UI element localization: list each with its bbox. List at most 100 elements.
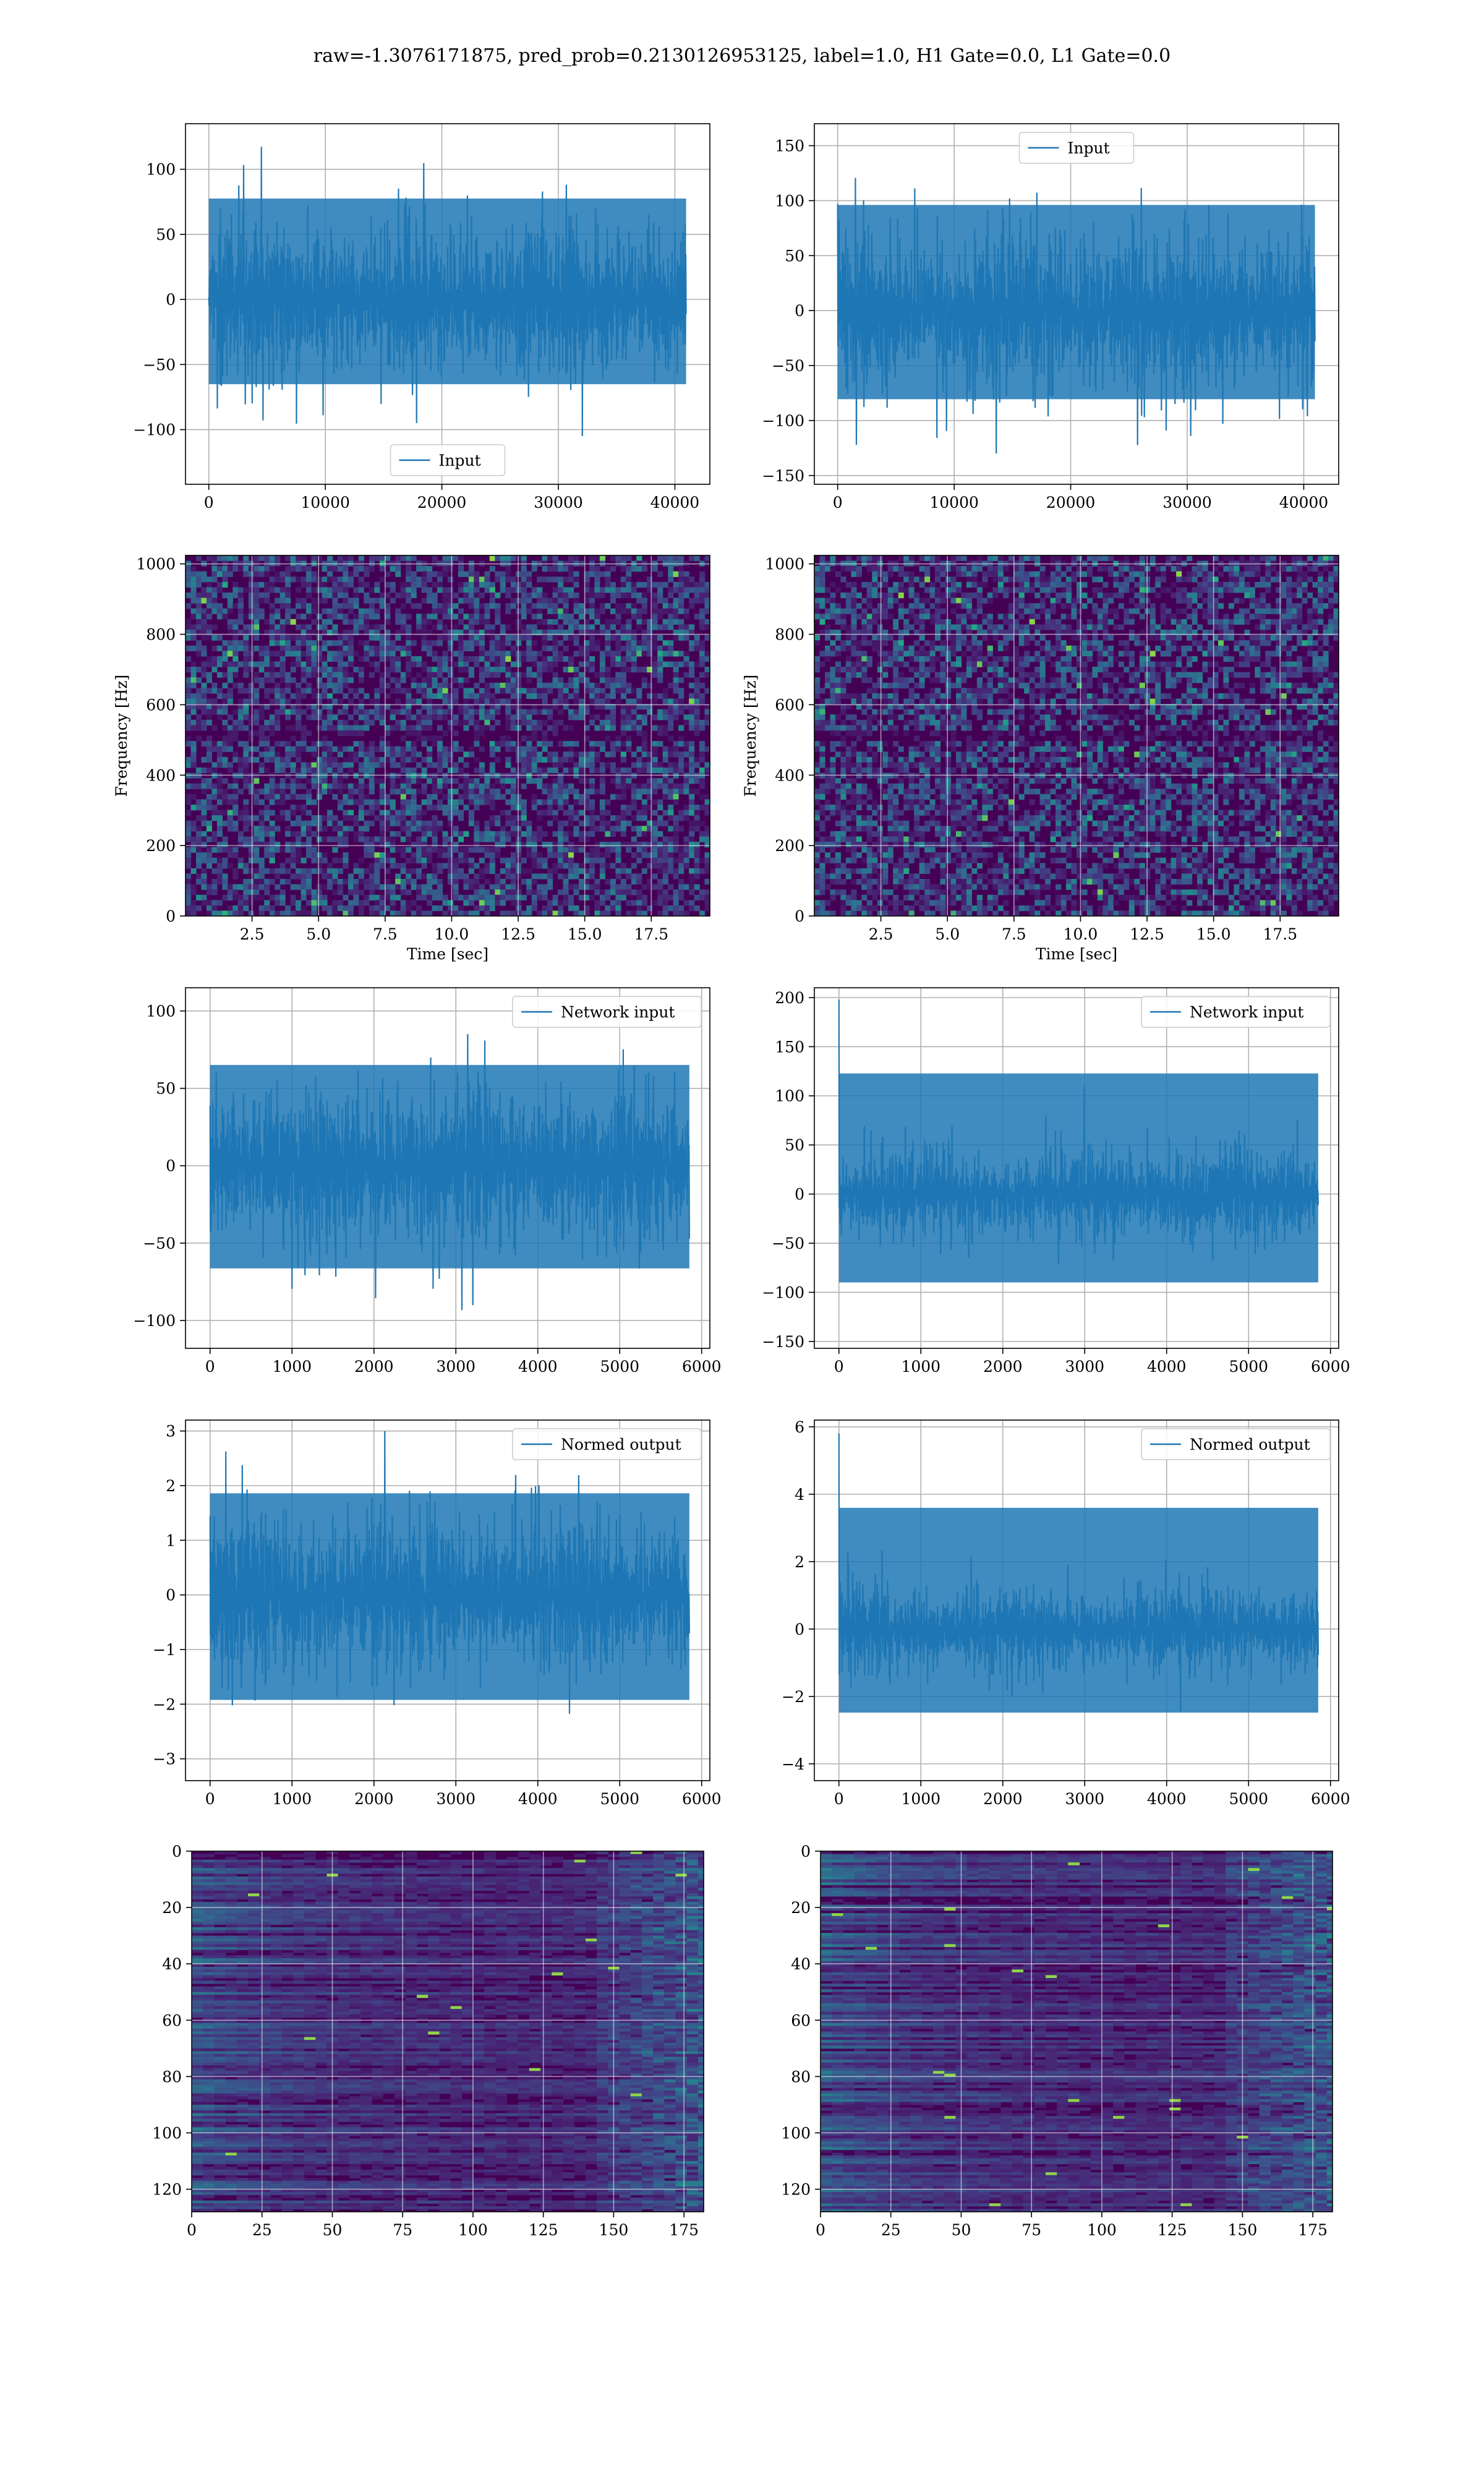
heatmap-cell bbox=[610, 905, 616, 912]
heatmap-cell bbox=[542, 842, 548, 848]
heatmap-cell bbox=[379, 593, 385, 599]
heatmap-cell bbox=[406, 889, 412, 896]
heatmap-cell bbox=[573, 693, 579, 700]
heatmap-cell bbox=[662, 778, 668, 784]
heatmap-cell bbox=[840, 593, 846, 599]
heatmap-cell bbox=[704, 608, 710, 614]
heatmap-cell bbox=[589, 847, 595, 853]
heatmap-cell bbox=[573, 815, 579, 821]
heatmap-cell bbox=[819, 805, 825, 811]
heatmap-cell bbox=[432, 894, 438, 901]
heatmap-cell bbox=[248, 820, 254, 826]
heatmap-cell bbox=[411, 741, 417, 747]
heatmap-cell bbox=[269, 608, 275, 614]
heatmap-cell bbox=[479, 688, 485, 694]
heatmap-cell bbox=[861, 725, 868, 731]
heatmap-cell bbox=[845, 730, 851, 737]
heatmap-cell bbox=[448, 640, 454, 646]
heatmap-cell bbox=[489, 672, 495, 678]
heatmap-cell bbox=[190, 884, 197, 890]
heatmap-cell bbox=[232, 751, 239, 758]
heatmap-cell bbox=[689, 640, 695, 646]
heatmap-cell bbox=[216, 810, 223, 816]
heatmap-cell bbox=[327, 873, 333, 880]
heatmap-cell bbox=[505, 667, 511, 673]
heatmap-cell bbox=[872, 566, 878, 572]
heatmap-cell bbox=[196, 581, 202, 588]
heatmap-cell bbox=[285, 868, 291, 874]
heatmap-cell bbox=[406, 661, 412, 667]
heatmap-cell bbox=[573, 741, 579, 747]
heatmap-cell bbox=[258, 725, 265, 731]
y-axis-label: Frequency [Hz] bbox=[113, 675, 130, 797]
heatmap-cell bbox=[495, 651, 501, 657]
heatmap-cell bbox=[599, 719, 605, 726]
heatmap-cell bbox=[211, 884, 218, 890]
heatmap-cell bbox=[211, 608, 218, 614]
heatmap-cell bbox=[615, 672, 621, 678]
heatmap-cell bbox=[369, 778, 375, 784]
heatmap-cell bbox=[353, 756, 359, 763]
heatmap-cell bbox=[851, 719, 857, 726]
heatmap-cell bbox=[306, 879, 312, 885]
heatmap-cell bbox=[678, 661, 684, 667]
heatmap-cell bbox=[243, 624, 249, 630]
heatmap-cell bbox=[814, 746, 821, 752]
heatmap-cell bbox=[819, 810, 825, 816]
heatmap-cell bbox=[358, 624, 364, 630]
heatmap-cell bbox=[285, 593, 291, 599]
heatmap-cell bbox=[232, 635, 239, 641]
heatmap-cell bbox=[453, 831, 459, 837]
heatmap-cell bbox=[699, 746, 706, 752]
heatmap-cell bbox=[353, 789, 359, 795]
heatmap-cell bbox=[322, 783, 328, 789]
heatmap-cell bbox=[296, 778, 302, 784]
heatmap-cell bbox=[495, 820, 501, 826]
heatmap-cell bbox=[427, 805, 433, 811]
heatmap-cell bbox=[861, 709, 868, 715]
heatmap-cell bbox=[599, 677, 605, 683]
heatmap-cell bbox=[484, 852, 490, 858]
heatmap-cell bbox=[563, 789, 569, 795]
heatmap-cell bbox=[652, 608, 658, 614]
heatmap-cell bbox=[379, 857, 385, 863]
heatmap-cell bbox=[673, 767, 679, 774]
heatmap-cell bbox=[374, 667, 380, 673]
heatmap-cell bbox=[505, 698, 511, 704]
heatmap-cell bbox=[243, 842, 249, 848]
heatmap-cell bbox=[186, 576, 192, 583]
heatmap-cell bbox=[400, 725, 406, 731]
heatmap-cell bbox=[296, 614, 302, 620]
heatmap-cell bbox=[814, 581, 821, 588]
heatmap-cell bbox=[206, 756, 212, 763]
heatmap-cell bbox=[306, 900, 312, 906]
heatmap-cell bbox=[479, 614, 485, 620]
heatmap-cell bbox=[311, 900, 317, 906]
heatmap-cell bbox=[626, 889, 632, 896]
heatmap-cell bbox=[211, 810, 218, 816]
heatmap-cell bbox=[694, 857, 700, 863]
heatmap-cell bbox=[615, 587, 621, 593]
heatmap-cell bbox=[269, 789, 275, 795]
heatmap-cell bbox=[825, 842, 831, 848]
heatmap-cell bbox=[301, 630, 307, 636]
heatmap-cell bbox=[861, 651, 868, 657]
heatmap-cell bbox=[479, 709, 485, 715]
heatmap-cell bbox=[610, 635, 616, 641]
heatmap-cell bbox=[856, 805, 862, 811]
heatmap-cell bbox=[406, 905, 412, 912]
heatmap-cell bbox=[432, 597, 438, 604]
heatmap-cell bbox=[547, 767, 553, 774]
heatmap-cell bbox=[243, 751, 249, 758]
heatmap-cell bbox=[216, 820, 223, 826]
heatmap-cell bbox=[699, 889, 706, 896]
heatmap-cell bbox=[615, 677, 621, 683]
heatmap-cell bbox=[421, 767, 427, 774]
heatmap-cell bbox=[814, 682, 821, 688]
x-tick-label: 30000 bbox=[1162, 494, 1212, 511]
heatmap-cell bbox=[647, 624, 653, 630]
heatmap-cell bbox=[484, 576, 490, 583]
heatmap-cell bbox=[526, 905, 532, 912]
heatmap-cell bbox=[856, 767, 862, 774]
heatmap-cell bbox=[337, 635, 343, 641]
